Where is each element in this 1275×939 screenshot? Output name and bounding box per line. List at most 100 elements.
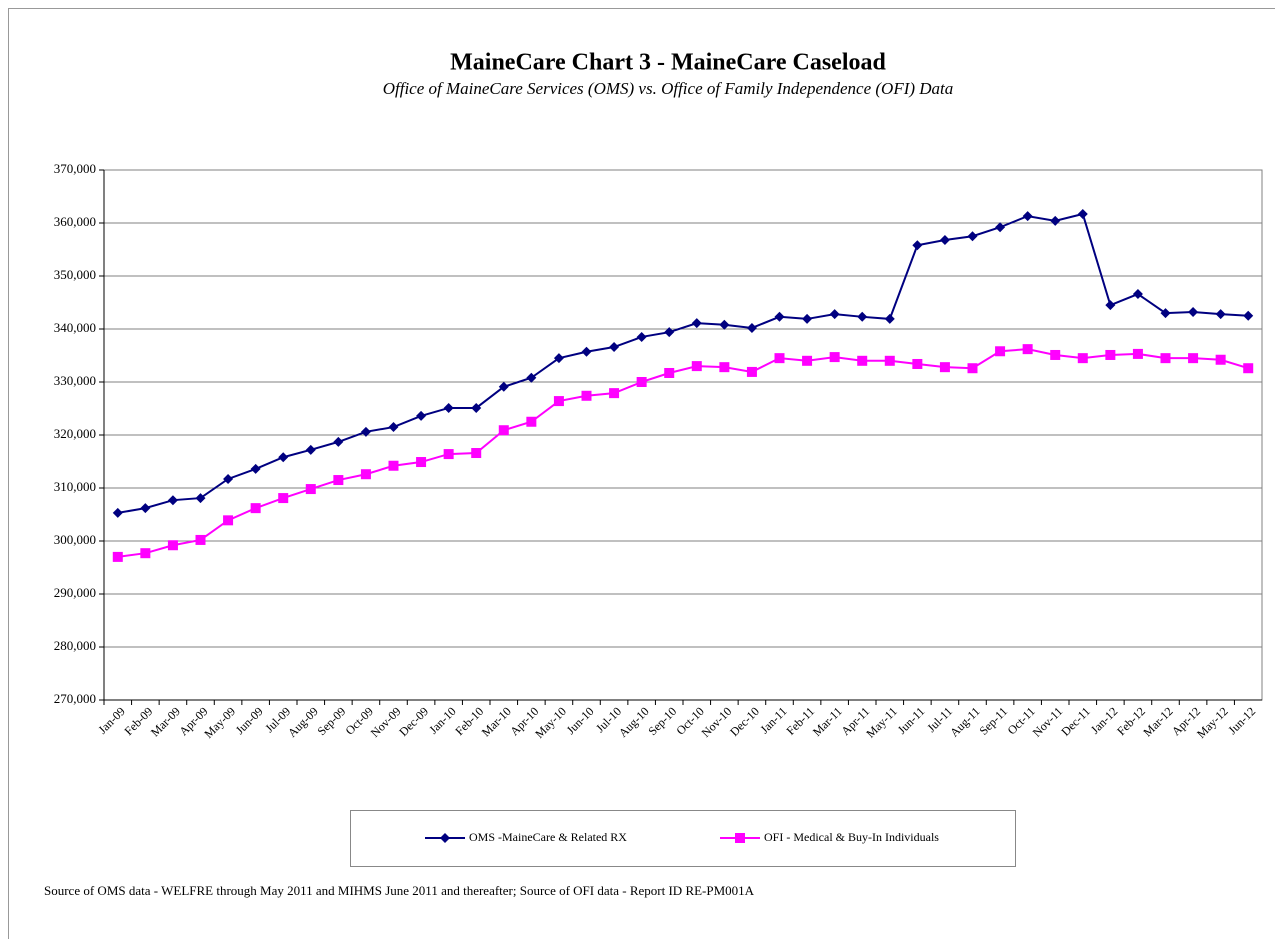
data-point: [278, 452, 289, 463]
data-point: [802, 313, 813, 324]
y-tick-label: 300,000: [54, 532, 96, 547]
data-point: [912, 240, 923, 251]
x-tick-label: Sep-10: [645, 704, 679, 738]
data-point: [140, 548, 151, 559]
x-tick-label: Nov-11: [1030, 704, 1066, 740]
data-point: [829, 352, 840, 363]
y-tick-label: 280,000: [54, 638, 96, 653]
data-point: [1022, 344, 1033, 355]
x-tick-label: Nov-10: [699, 704, 735, 740]
data-point: [967, 231, 978, 242]
data-point: [967, 363, 978, 374]
y-tick-label: 340,000: [54, 320, 96, 335]
x-tick-label: Jun-11: [895, 704, 928, 737]
chart-title: MaineCare Chart 3 - MaineCare Caseload: [450, 50, 886, 76]
data-point: [250, 463, 261, 474]
x-tick-label: May-11: [863, 704, 899, 740]
data-point: [195, 493, 206, 504]
x-tick-label: Mar-12: [1140, 704, 1175, 739]
data-point: [912, 358, 923, 369]
data-point: [1132, 289, 1143, 300]
data-point: [636, 331, 647, 342]
x-tick-label: Dec-09: [396, 704, 431, 739]
data-point: [939, 362, 950, 373]
footnote: Source of OMS data - WELFRE through May …: [44, 883, 755, 898]
data-point: [553, 396, 564, 407]
chart-subtitle: Office of MaineCare Services (OMS) vs. O…: [383, 79, 954, 98]
y-tick-label: 270,000: [54, 691, 96, 706]
x-tick-label: Jan-12: [1088, 704, 1121, 737]
x-tick-label: Jun-10: [564, 704, 597, 737]
data-point: [305, 484, 316, 495]
data-point: [884, 355, 895, 366]
x-tick-label: Aug-11: [947, 704, 983, 740]
x-tick-label: Sep-11: [977, 704, 1011, 738]
data-point: [857, 311, 868, 322]
x-tick-label: Aug-09: [285, 704, 321, 740]
series-line: [117, 212, 1249, 514]
data-point: [360, 469, 371, 480]
data-point: [995, 222, 1006, 233]
data-point: [360, 426, 371, 437]
data-point: [691, 361, 702, 372]
y-tick-label: 290,000: [54, 585, 96, 600]
legend-marker: [735, 833, 745, 843]
y-tick-label: 330,000: [54, 373, 96, 388]
x-tick-label: May-10: [532, 704, 569, 741]
x-tick-label: Mar-10: [479, 704, 514, 739]
data-point: [553, 353, 564, 364]
legend-label: OMS -MaineCare & Related RX: [469, 830, 627, 844]
data-point: [195, 534, 206, 545]
data-point: [1050, 215, 1061, 226]
y-tick-label: 350,000: [54, 267, 96, 282]
data-point: [471, 402, 482, 413]
data-point: [664, 327, 675, 338]
data-point: [443, 449, 454, 460]
data-point: [1215, 354, 1226, 365]
data-point: [857, 355, 868, 366]
x-tick-label: Jun-12: [1225, 704, 1258, 737]
x-tick-label: May-12: [1194, 704, 1231, 741]
data-point: [1105, 300, 1116, 311]
data-point: [609, 388, 620, 399]
data-point: [223, 473, 234, 484]
data-point: [1077, 208, 1088, 219]
y-tick-label: 370,000: [54, 161, 96, 176]
data-point: [774, 353, 785, 364]
data-point: [636, 377, 647, 387]
data-point: [526, 372, 537, 383]
x-tick-label: Nov-09: [368, 704, 404, 740]
data-point: [167, 495, 178, 506]
data-point: [719, 362, 730, 373]
legend-label: OFI - Medical & Buy-In Individuals: [764, 830, 939, 844]
data-point: [1243, 363, 1254, 374]
data-point: [1105, 349, 1116, 360]
data-point: [691, 318, 702, 329]
data-point: [250, 503, 261, 514]
y-tick-label: 320,000: [54, 426, 96, 441]
data-point: [305, 444, 316, 455]
x-tick-label: Mar-11: [810, 704, 845, 739]
data-point: [416, 457, 427, 468]
data-point: [112, 551, 123, 562]
data-point: [884, 313, 895, 324]
y-tick-label: 310,000: [54, 479, 96, 494]
data-point: [1215, 309, 1226, 320]
data-point: [581, 390, 592, 401]
data-point: [1050, 349, 1061, 360]
data-point: [746, 322, 757, 333]
data-point: [1160, 353, 1171, 364]
data-point: [1022, 211, 1033, 222]
x-tick-label: Jan-11: [757, 704, 789, 736]
x-tick-label: Jan-10: [426, 704, 459, 737]
data-point: [498, 381, 509, 392]
data-point: [939, 234, 950, 245]
data-point: [1188, 307, 1199, 318]
data-point: [167, 540, 178, 551]
data-point: [1243, 310, 1254, 321]
data-point: [1077, 353, 1088, 364]
data-point: [664, 367, 675, 378]
data-point: [1188, 353, 1199, 364]
